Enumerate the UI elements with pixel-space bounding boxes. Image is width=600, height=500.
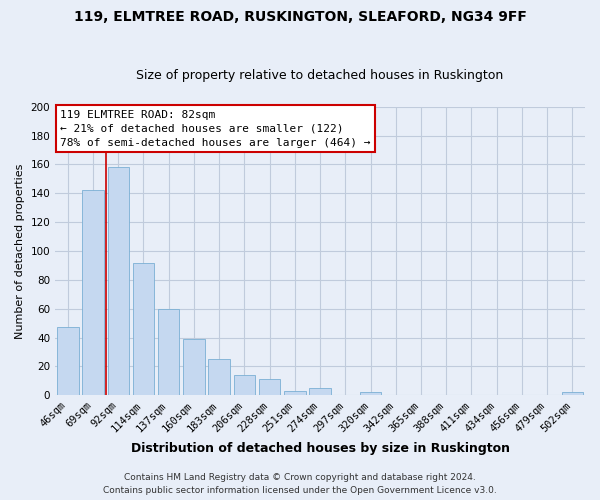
Bar — [310, 388, 331, 395]
Bar — [107, 168, 129, 395]
Text: 119 ELMTREE ROAD: 82sqm
← 21% of detached houses are smaller (122)
78% of semi-d: 119 ELMTREE ROAD: 82sqm ← 21% of detache… — [61, 110, 371, 148]
Text: 119, ELMTREE ROAD, RUSKINGTON, SLEAFORD, NG34 9FF: 119, ELMTREE ROAD, RUSKINGTON, SLEAFORD,… — [74, 10, 526, 24]
Y-axis label: Number of detached properties: Number of detached properties — [15, 164, 25, 338]
Bar — [233, 375, 255, 395]
Text: Contains HM Land Registry data © Crown copyright and database right 2024.
Contai: Contains HM Land Registry data © Crown c… — [103, 474, 497, 495]
Bar — [57, 328, 79, 395]
Title: Size of property relative to detached houses in Ruskington: Size of property relative to detached ho… — [136, 69, 504, 82]
Bar — [284, 391, 305, 395]
Bar — [562, 392, 583, 395]
Bar — [82, 190, 104, 395]
Bar — [208, 359, 230, 395]
Bar — [133, 262, 154, 395]
Bar — [158, 308, 179, 395]
Bar — [360, 392, 381, 395]
Bar — [183, 339, 205, 395]
X-axis label: Distribution of detached houses by size in Ruskington: Distribution of detached houses by size … — [131, 442, 509, 455]
Bar — [259, 380, 280, 395]
